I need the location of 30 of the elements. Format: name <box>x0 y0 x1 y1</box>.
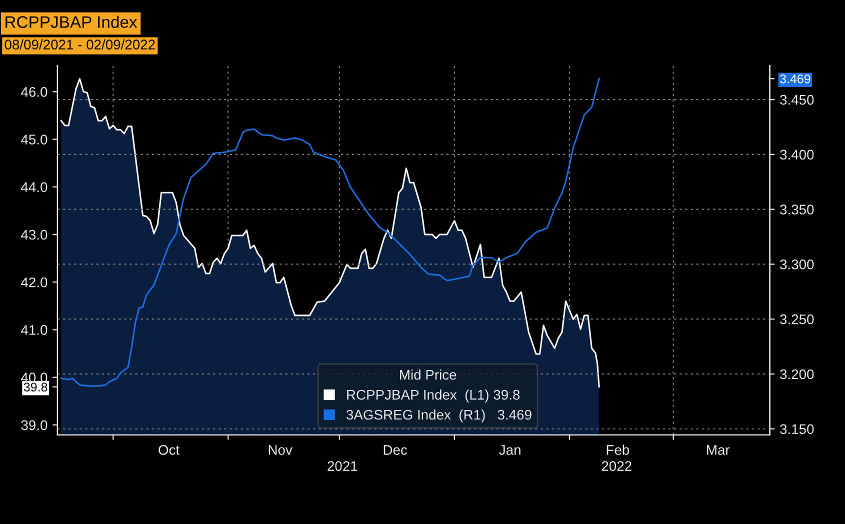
y2-tick-label: 3.200 <box>780 369 814 380</box>
y-tick-label: 42.0 <box>21 277 48 288</box>
y2-tick-label: 3.250 <box>780 314 814 324</box>
y-tick-label: 46.0 <box>21 87 48 97</box>
x-tick-label: Nov <box>268 445 292 455</box>
y2-tick-label: 3.450 <box>780 94 814 105</box>
y2-tick-label: 3.150 <box>780 424 814 434</box>
y2-tick-label: 3.469 <box>780 74 810 84</box>
legend-title: Mid Price <box>400 370 456 380</box>
y2-tick-label: 3.350 <box>780 204 814 214</box>
legend-label: 3AGSREG Index (R1) 3.469 <box>346 409 532 422</box>
y-tick-label: 41.0 <box>21 325 48 335</box>
x-tick-label: Feb <box>606 444 630 455</box>
y-tick-label: 39.0 <box>21 420 48 430</box>
y-tick-label: 45.0 <box>21 134 48 144</box>
y-tick-label: 40.0 <box>21 372 48 382</box>
chart-subtitle: 08/09/2021 - 02/09/2022 <box>4 39 155 50</box>
y-tick-label: 43.0 <box>21 230 48 240</box>
text: 2022 <box>602 461 632 471</box>
text: 2021 <box>328 461 358 471</box>
legend-label: RCPPJBAP Index (L1) 39.8 <box>347 390 520 402</box>
y-tick-label: 44.0 <box>21 182 48 192</box>
x-tick-label: Mar <box>707 445 730 455</box>
x-tick-label: Jan <box>499 445 520 455</box>
x-tick-label: Dec <box>384 445 408 455</box>
y2-tick-label: 3.400 <box>780 150 814 160</box>
y2-tick-label: 3.300 <box>780 260 814 270</box>
x-tick-label: Oct <box>158 445 180 455</box>
y-tick-label: 39.8 <box>24 382 48 392</box>
chart-title: RCPPJBAP Index <box>6 16 138 28</box>
